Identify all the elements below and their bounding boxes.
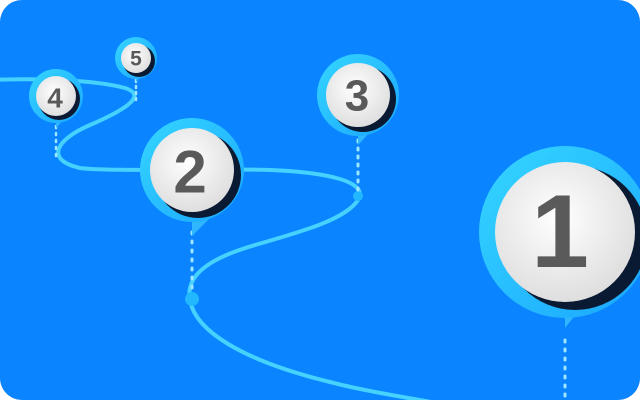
milestone-1-label: 1 [531, 174, 589, 290]
road-path [0, 77, 432, 400]
milestone-4-pin: 4 [29, 69, 83, 128]
milestone-2-label: 2 [173, 139, 206, 206]
milestone-5-label: 5 [130, 48, 142, 71]
milestone-2-pin: 2 [140, 118, 244, 236]
road-dot-3 [353, 191, 363, 201]
milestone-3-label: 3 [345, 72, 369, 121]
milestone-3-pin: 3 [317, 54, 399, 145]
milestone-4-label: 4 [47, 83, 63, 114]
road-dot-2 [185, 292, 199, 306]
milestone-5-pin: 5 [115, 37, 157, 82]
milestone-1-pin: 1 [479, 146, 640, 328]
